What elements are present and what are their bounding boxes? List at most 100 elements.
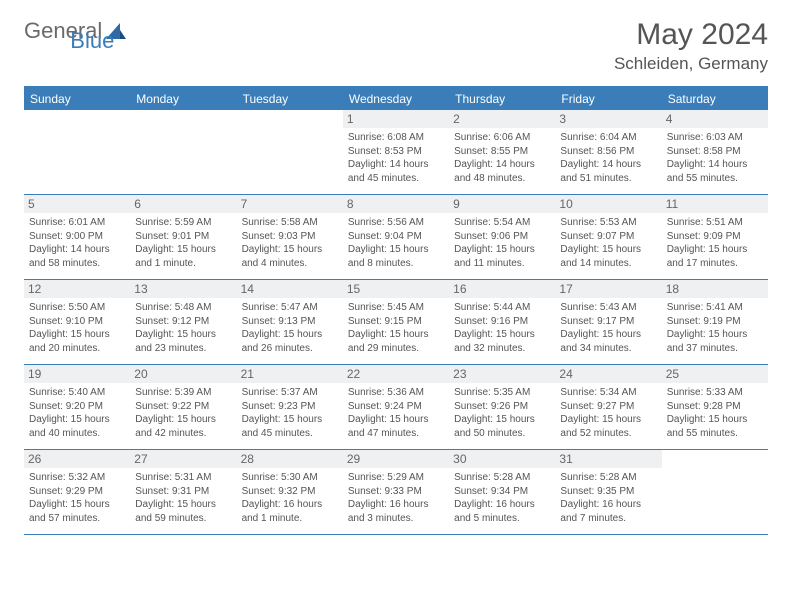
dow-row: SundayMondayTuesdayWednesdayThursdayFrid… — [24, 88, 768, 110]
day-details: Sunrise: 5:34 AMSunset: 9:27 PMDaylight:… — [560, 386, 656, 440]
day-number: 27 — [130, 450, 236, 468]
day-number: 13 — [130, 280, 236, 298]
day-cell — [237, 110, 343, 194]
day-cell: 20 Sunrise: 5:39 AMSunset: 9:22 PMDayligh… — [130, 365, 236, 449]
day-cell — [24, 110, 130, 194]
day-number: 7 — [237, 195, 343, 213]
day-number: 25 — [662, 365, 768, 383]
day-details: Sunrise: 5:44 AMSunset: 9:16 PMDaylight:… — [454, 301, 550, 355]
day-cell: 2 Sunrise: 6:06 AMSunset: 8:55 PMDaylight… — [449, 110, 555, 194]
title-month: May 2024 — [614, 18, 768, 52]
day-number: 31 — [555, 450, 661, 468]
day-details: Sunrise: 5:59 AMSunset: 9:01 PMDaylight:… — [135, 216, 231, 270]
day-cell: 14 Sunrise: 5:47 AMSunset: 9:13 PMDayligh… — [237, 280, 343, 364]
day-number: 5 — [24, 195, 130, 213]
day-cell: 1Sunrise: 6:08 AMSunset: 8:53 PMDaylight… — [343, 110, 449, 194]
day-details: Sunrise: 5:40 AMSunset: 9:20 PMDaylight:… — [29, 386, 125, 440]
day-details: Sunrise: 5:47 AMSunset: 9:13 PMDaylight:… — [242, 301, 338, 355]
day-number: 29 — [343, 450, 449, 468]
day-cell: 7Sunrise: 5:58 AMSunset: 9:03 PMDaylight… — [237, 195, 343, 279]
day-number: 6 — [130, 195, 236, 213]
day-number: 15 — [343, 280, 449, 298]
dow-monday: Monday — [130, 88, 236, 110]
day-cell: 22Sunrise: 5:36 AMSunset: 9:24 PMDayligh… — [343, 365, 449, 449]
week-row: 19 Sunrise: 5:40 AMSunset: 9:20 PMDayligh… — [24, 365, 768, 450]
day-cell: 27 Sunrise: 5:31 AMSunset: 9:31 PMDayligh… — [130, 450, 236, 534]
day-details: Sunrise: 5:32 AMSunset: 9:29 PMDaylight:… — [29, 471, 125, 525]
day-details: Sunrise: 5:28 AMSunset: 9:34 PMDaylight:… — [454, 471, 550, 525]
day-cell: 29 Sunrise: 5:29 AMSunset: 9:33 PMDayligh… — [343, 450, 449, 534]
day-number: 24 — [555, 365, 661, 383]
day-cell: 15Sunrise: 5:45 AMSunset: 9:15 PMDayligh… — [343, 280, 449, 364]
logo-text-blue: Blue — [70, 28, 114, 54]
dow-wednesday: Wednesday — [343, 88, 449, 110]
day-number: 17 — [555, 280, 661, 298]
day-number: 11 — [662, 195, 768, 213]
dow-tuesday: Tuesday — [237, 88, 343, 110]
day-number: 30 — [449, 450, 555, 468]
day-number: 9 — [449, 195, 555, 213]
day-details: Sunrise: 5:31 AMSunset: 9:31 PMDaylight:… — [135, 471, 231, 525]
day-details: Sunrise: 6:01 AMSunset: 9:00 PMDaylight:… — [29, 216, 125, 270]
day-number: 19 — [24, 365, 130, 383]
day-cell: 21 Sunrise: 5:37 AMSunset: 9:23 PMDayligh… — [237, 365, 343, 449]
day-details: Sunrise: 5:51 AMSunset: 9:09 PMDaylight:… — [667, 216, 763, 270]
day-cell: 13 Sunrise: 5:48 AMSunset: 9:12 PMDayligh… — [130, 280, 236, 364]
day-cell: 24 Sunrise: 5:34 AMSunset: 9:27 PMDayligh… — [555, 365, 661, 449]
day-details: Sunrise: 5:28 AMSunset: 9:35 PMDaylight:… — [560, 471, 656, 525]
day-number: 21 — [237, 365, 343, 383]
day-number: 14 — [237, 280, 343, 298]
day-cell: 17 Sunrise: 5:43 AMSunset: 9:17 PMDayligh… — [555, 280, 661, 364]
day-cell — [662, 450, 768, 534]
day-cell: 8Sunrise: 5:56 AMSunset: 9:04 PMDaylight… — [343, 195, 449, 279]
day-details: Sunrise: 5:29 AMSunset: 9:33 PMDaylight:… — [348, 471, 444, 525]
day-cell: 19 Sunrise: 5:40 AMSunset: 9:20 PMDayligh… — [24, 365, 130, 449]
day-details: Sunrise: 5:43 AMSunset: 9:17 PMDaylight:… — [560, 301, 656, 355]
week-row: 12 Sunrise: 5:50 AMSunset: 9:10 PMDayligh… — [24, 280, 768, 365]
day-number: 20 — [130, 365, 236, 383]
day-details: Sunrise: 5:41 AMSunset: 9:19 PMDaylight:… — [667, 301, 763, 355]
day-details: Sunrise: 5:54 AMSunset: 9:06 PMDaylight:… — [454, 216, 550, 270]
day-details: Sunrise: 5:30 AMSunset: 9:32 PMDaylight:… — [242, 471, 338, 525]
day-number: 18 — [662, 280, 768, 298]
day-number: 12 — [24, 280, 130, 298]
day-cell: 25 Sunrise: 5:33 AMSunset: 9:28 PMDayligh… — [662, 365, 768, 449]
title-block: May 2024 Schleiden, Germany — [614, 18, 768, 74]
day-cell: 5 Sunrise: 6:01 AMSunset: 9:00 PMDaylight… — [24, 195, 130, 279]
week-row: 26 Sunrise: 5:32 AMSunset: 9:29 PMDayligh… — [24, 450, 768, 535]
week-row: 1Sunrise: 6:08 AMSunset: 8:53 PMDaylight… — [24, 110, 768, 195]
day-cell: 18 Sunrise: 5:41 AMSunset: 9:19 PMDayligh… — [662, 280, 768, 364]
day-number: 22 — [343, 365, 449, 383]
day-number: 2 — [449, 110, 555, 128]
day-number: 3 — [555, 110, 661, 128]
day-cell: 4Sunrise: 6:03 AMSunset: 8:58 PMDaylight… — [662, 110, 768, 194]
day-number: 4 — [662, 110, 768, 128]
day-number: 16 — [449, 280, 555, 298]
day-cell: 9 Sunrise: 5:54 AMSunset: 9:06 PMDaylight… — [449, 195, 555, 279]
day-details: Sunrise: 6:04 AMSunset: 8:56 PMDaylight:… — [560, 131, 656, 185]
week-row: 5 Sunrise: 6:01 AMSunset: 9:00 PMDaylight… — [24, 195, 768, 280]
title-location: Schleiden, Germany — [614, 54, 768, 74]
day-cell: 12 Sunrise: 5:50 AMSunset: 9:10 PMDayligh… — [24, 280, 130, 364]
day-cell: 10Sunrise: 5:53 AMSunset: 9:07 PMDayligh… — [555, 195, 661, 279]
day-cell: 30 Sunrise: 5:28 AMSunset: 9:34 PMDayligh… — [449, 450, 555, 534]
header: General Blue May 2024 Schleiden, Germany — [24, 18, 768, 74]
day-cell: 3 Sunrise: 6:04 AMSunset: 8:56 PMDaylight… — [555, 110, 661, 194]
day-cell: 31 Sunrise: 5:28 AMSunset: 9:35 PMDayligh… — [555, 450, 661, 534]
dow-sunday: Sunday — [24, 88, 130, 110]
day-details: Sunrise: 5:37 AMSunset: 9:23 PMDaylight:… — [242, 386, 338, 440]
day-number: 26 — [24, 450, 130, 468]
day-details: Sunrise: 6:06 AMSunset: 8:55 PMDaylight:… — [454, 131, 550, 185]
day-details: Sunrise: 5:33 AMSunset: 9:28 PMDaylight:… — [667, 386, 763, 440]
day-details: Sunrise: 5:48 AMSunset: 9:12 PMDaylight:… — [135, 301, 231, 355]
day-number: 1 — [343, 110, 449, 128]
day-cell: 16 Sunrise: 5:44 AMSunset: 9:16 PMDayligh… — [449, 280, 555, 364]
day-cell — [130, 110, 236, 194]
day-details: Sunrise: 5:53 AMSunset: 9:07 PMDaylight:… — [560, 216, 656, 270]
day-details: Sunrise: 5:50 AMSunset: 9:10 PMDaylight:… — [29, 301, 125, 355]
day-number: 23 — [449, 365, 555, 383]
day-cell: 11 Sunrise: 5:51 AMSunset: 9:09 PMDayligh… — [662, 195, 768, 279]
dow-friday: Friday — [555, 88, 661, 110]
day-details: Sunrise: 5:39 AMSunset: 9:22 PMDaylight:… — [135, 386, 231, 440]
weeks-container: 1Sunrise: 6:08 AMSunset: 8:53 PMDaylight… — [24, 110, 768, 535]
